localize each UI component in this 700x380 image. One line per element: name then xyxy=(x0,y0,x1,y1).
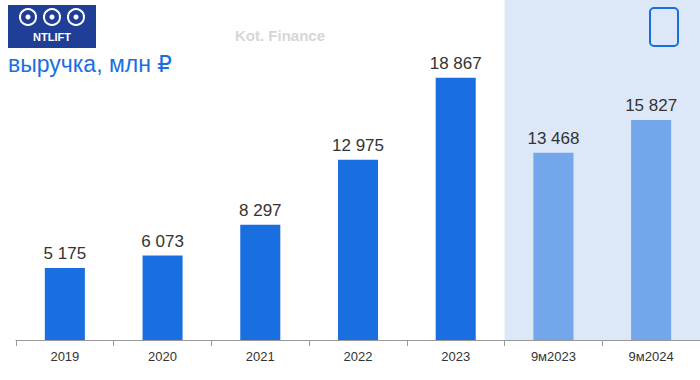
svg-text:18 867: 18 867 xyxy=(430,54,482,73)
svg-text:NTLIFT: NTLIFT xyxy=(33,31,71,43)
svg-text:2021: 2021 xyxy=(246,349,275,364)
svg-text:выручка, млн ₽: выручка, млн ₽ xyxy=(8,51,172,77)
svg-text:12 975: 12 975 xyxy=(332,136,384,155)
svg-text:13 468: 13 468 xyxy=(527,129,579,148)
svg-text:2019: 2019 xyxy=(50,349,79,364)
svg-text:9м2024: 9м2024 xyxy=(629,349,674,364)
svg-text:2023: 2023 xyxy=(441,349,470,364)
svg-text:Kot. Finance: Kot. Finance xyxy=(235,27,325,44)
svg-text:8 297: 8 297 xyxy=(239,201,282,220)
svg-text:9м2023: 9м2023 xyxy=(531,349,576,364)
svg-text:15 827: 15 827 xyxy=(625,96,677,115)
svg-text:6 073: 6 073 xyxy=(141,232,184,251)
svg-text:5 175: 5 175 xyxy=(44,244,87,263)
svg-text:2022: 2022 xyxy=(344,349,373,364)
svg-text:2020: 2020 xyxy=(148,349,177,364)
